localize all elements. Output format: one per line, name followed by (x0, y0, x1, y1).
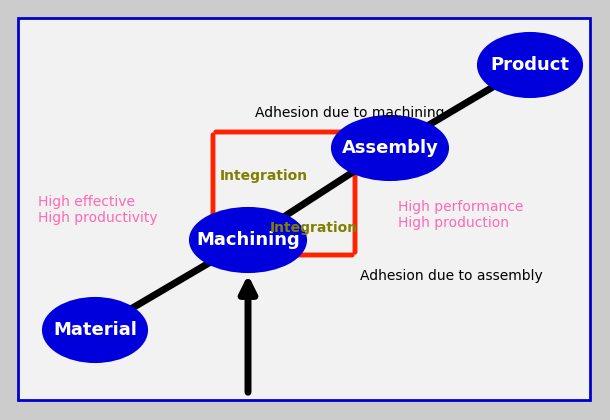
Text: Machining: Machining (196, 231, 300, 249)
Text: Integration: Integration (220, 169, 308, 183)
Ellipse shape (43, 298, 147, 362)
Text: Material: Material (53, 321, 137, 339)
Text: High performance
High production: High performance High production (398, 200, 523, 230)
Text: Adhesion due to assembly: Adhesion due to assembly (360, 269, 543, 283)
Ellipse shape (478, 33, 582, 97)
Ellipse shape (332, 116, 448, 180)
Ellipse shape (190, 208, 306, 272)
Text: Integration: Integration (270, 221, 358, 235)
Text: Assembly: Assembly (342, 139, 439, 157)
Text: Product: Product (490, 56, 570, 74)
Text: High effective
High productivity: High effective High productivity (38, 195, 157, 225)
Text: Adhesion due to machining: Adhesion due to machining (255, 106, 445, 120)
